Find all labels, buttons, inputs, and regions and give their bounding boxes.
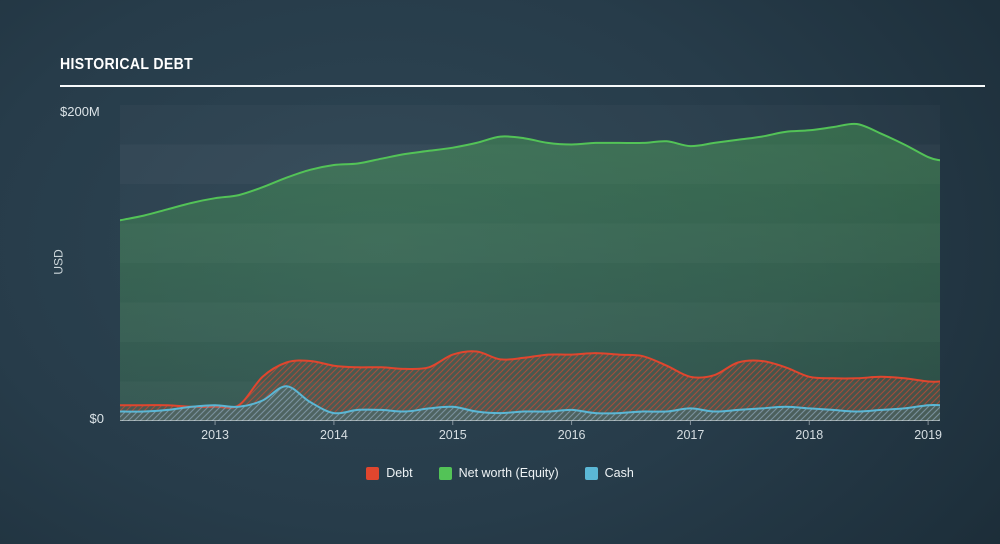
x-tick-label: 2014 bbox=[320, 428, 348, 442]
legend-item-cash[interactable]: Cash bbox=[584, 466, 634, 480]
cash-area-hatch bbox=[120, 386, 940, 421]
debt-area-hatch bbox=[120, 351, 940, 421]
legend: Debt Net worth (Equity) Cash bbox=[0, 466, 1000, 480]
networth-legend-label: Net worth (Equity) bbox=[458, 466, 559, 480]
networth-area bbox=[120, 123, 940, 421]
networth-line bbox=[120, 122, 940, 222]
legend-item-debt[interactable]: Debt bbox=[366, 466, 413, 480]
x-tick-label: 2019 bbox=[914, 428, 943, 442]
x-tick-label: 2016 bbox=[557, 428, 586, 442]
x-tick-label: 2018 bbox=[795, 428, 824, 442]
title-underline bbox=[60, 85, 985, 87]
x-axis: 2013 2014 2015 2016 2017 2018 2019 bbox=[120, 428, 943, 444]
debt-legend-swatch bbox=[366, 466, 380, 480]
y-axis-zero-label: $0 bbox=[89, 411, 104, 426]
networth-legend-swatch bbox=[438, 466, 452, 480]
debt-legend-label: Debt bbox=[386, 466, 413, 480]
x-tick-label: 2015 bbox=[438, 428, 467, 442]
cash-legend-swatch bbox=[584, 466, 598, 480]
chart-title: HISTORICAL DEBT bbox=[60, 56, 194, 73]
y-axis-max-label: $200M bbox=[60, 104, 100, 119]
x-tick-label: 2013 bbox=[201, 428, 229, 442]
y-axis-title: USD bbox=[51, 249, 66, 275]
cash-line bbox=[120, 385, 940, 415]
debt-chart-svg bbox=[120, 122, 940, 425]
legend-item-networth[interactable]: Net worth (Equity) bbox=[438, 466, 559, 480]
x-tick-label: 2017 bbox=[676, 428, 705, 442]
cash-legend-label: Cash bbox=[604, 466, 634, 480]
debt-line bbox=[120, 350, 940, 409]
plot-area bbox=[120, 105, 940, 427]
